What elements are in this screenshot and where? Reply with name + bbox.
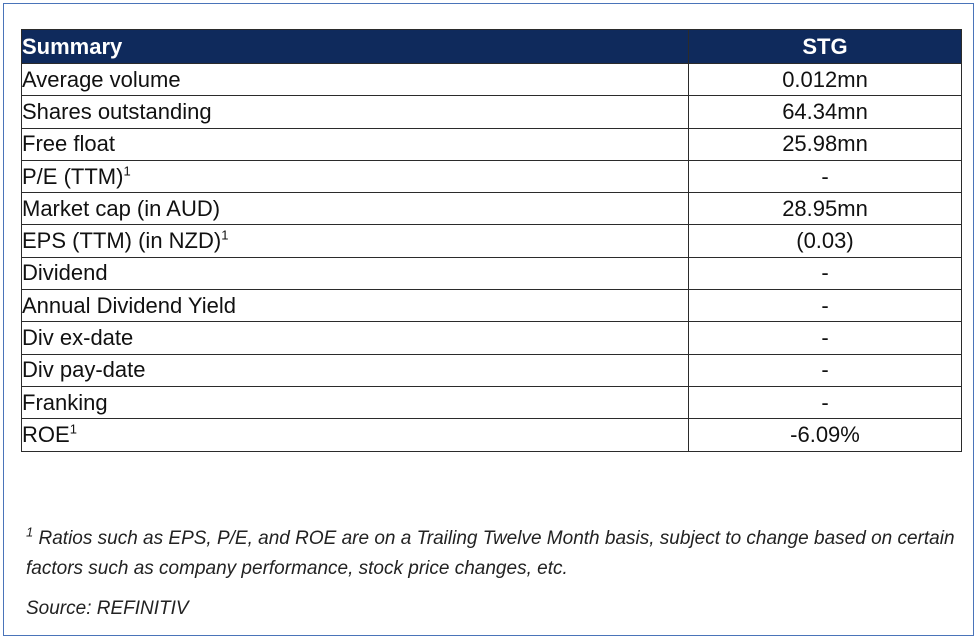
row-label-text: EPS (TTM) (in NZD) xyxy=(22,228,222,254)
row-label: Div pay-date xyxy=(21,353,689,387)
table-row: ROE1 -6.09% xyxy=(21,418,962,452)
header-ticker: STG xyxy=(688,29,962,64)
row-label-text: P/E (TTM) xyxy=(22,163,124,189)
notes: 1 Ratios such as EPS, P/E, and ROE are o… xyxy=(26,524,956,620)
row-value: 0.012mn xyxy=(688,62,962,97)
table-body: Average volume 0.012mn Shares outstanding 6… xyxy=(21,62,962,452)
row-label-text: ROE xyxy=(22,421,70,447)
row-label-text: Franking xyxy=(22,389,108,415)
row-label-text: Div ex-date xyxy=(22,325,134,351)
report-frame: Summary STG Average volume 0.012mn Shares … xyxy=(3,3,974,636)
table-header-row: Summary STG xyxy=(21,29,962,64)
table-row: Average volume 0.012mn xyxy=(21,62,962,97)
footnote-text: Ratios such as EPS, P/E, and ROE are on … xyxy=(26,528,955,579)
table-row: P/E (TTM)1- xyxy=(21,159,962,194)
table-row: EPS (TTM) (in NZD)1 (0.03) xyxy=(21,224,962,258)
table-row: Div ex-date - xyxy=(21,321,962,355)
row-label: P/E (TTM)1 xyxy=(21,159,689,194)
row-value: 28.95mn xyxy=(688,192,962,226)
row-label-text: Shares outstanding xyxy=(22,98,212,124)
footnote-marker: 1 xyxy=(69,421,77,437)
row-label: ROE1 xyxy=(21,418,689,452)
summary-table: Summary STG Average volume 0.012mn Shares … xyxy=(21,29,962,452)
row-value: - xyxy=(688,321,962,355)
row-value: - xyxy=(688,353,962,387)
row-label: Annual Dividend Yield xyxy=(21,289,689,323)
row-label: Shares outstanding xyxy=(21,95,689,129)
row-value: 64.34mn xyxy=(688,95,962,129)
row-value: - xyxy=(688,256,962,291)
table-row: Dividend - xyxy=(21,256,962,291)
row-label: Free float xyxy=(21,127,689,161)
table-row: Div pay-date - xyxy=(21,353,962,387)
row-value: - xyxy=(688,385,962,420)
row-label: Market cap (in AUD) xyxy=(21,192,689,226)
table-row: Shares outstanding 64.34mn xyxy=(21,95,962,129)
row-label: Average volume xyxy=(21,62,689,97)
footnote: 1 Ratios such as EPS, P/E, and ROE are o… xyxy=(26,524,956,584)
footnote-marker: 1 xyxy=(26,524,34,540)
row-label: Div ex-date xyxy=(21,321,689,355)
footnote-marker: 1 xyxy=(123,163,131,179)
table-row: Annual Dividend Yield - xyxy=(21,289,962,323)
row-value: - xyxy=(688,289,962,323)
table-row: Market cap (in AUD) 28.95mn xyxy=(21,192,962,226)
row-label-text: Free float xyxy=(22,131,115,157)
header-summary: Summary xyxy=(21,29,689,64)
table-row: Free float 25.98mn xyxy=(21,127,962,161)
row-label-text: Dividend xyxy=(22,260,108,286)
row-value: 25.98mn xyxy=(688,127,962,161)
table-row: Franking - xyxy=(21,385,962,420)
row-value: (0.03) xyxy=(688,224,962,258)
source-note: Source: REFINITIV xyxy=(26,598,189,619)
row-label-text: Market cap (in AUD) xyxy=(22,195,221,221)
row-label: EPS (TTM) (in NZD)1 xyxy=(21,224,689,258)
row-label: Franking xyxy=(21,385,689,420)
row-label: Dividend xyxy=(21,256,689,291)
row-label-text: Average volume xyxy=(22,66,181,92)
row-value: -6.09% xyxy=(688,418,962,452)
footnote-marker: 1 xyxy=(221,227,229,243)
row-value: - xyxy=(688,159,962,194)
row-label-text: Div pay-date xyxy=(22,357,146,383)
row-label-text: Annual Dividend Yield xyxy=(22,292,237,318)
